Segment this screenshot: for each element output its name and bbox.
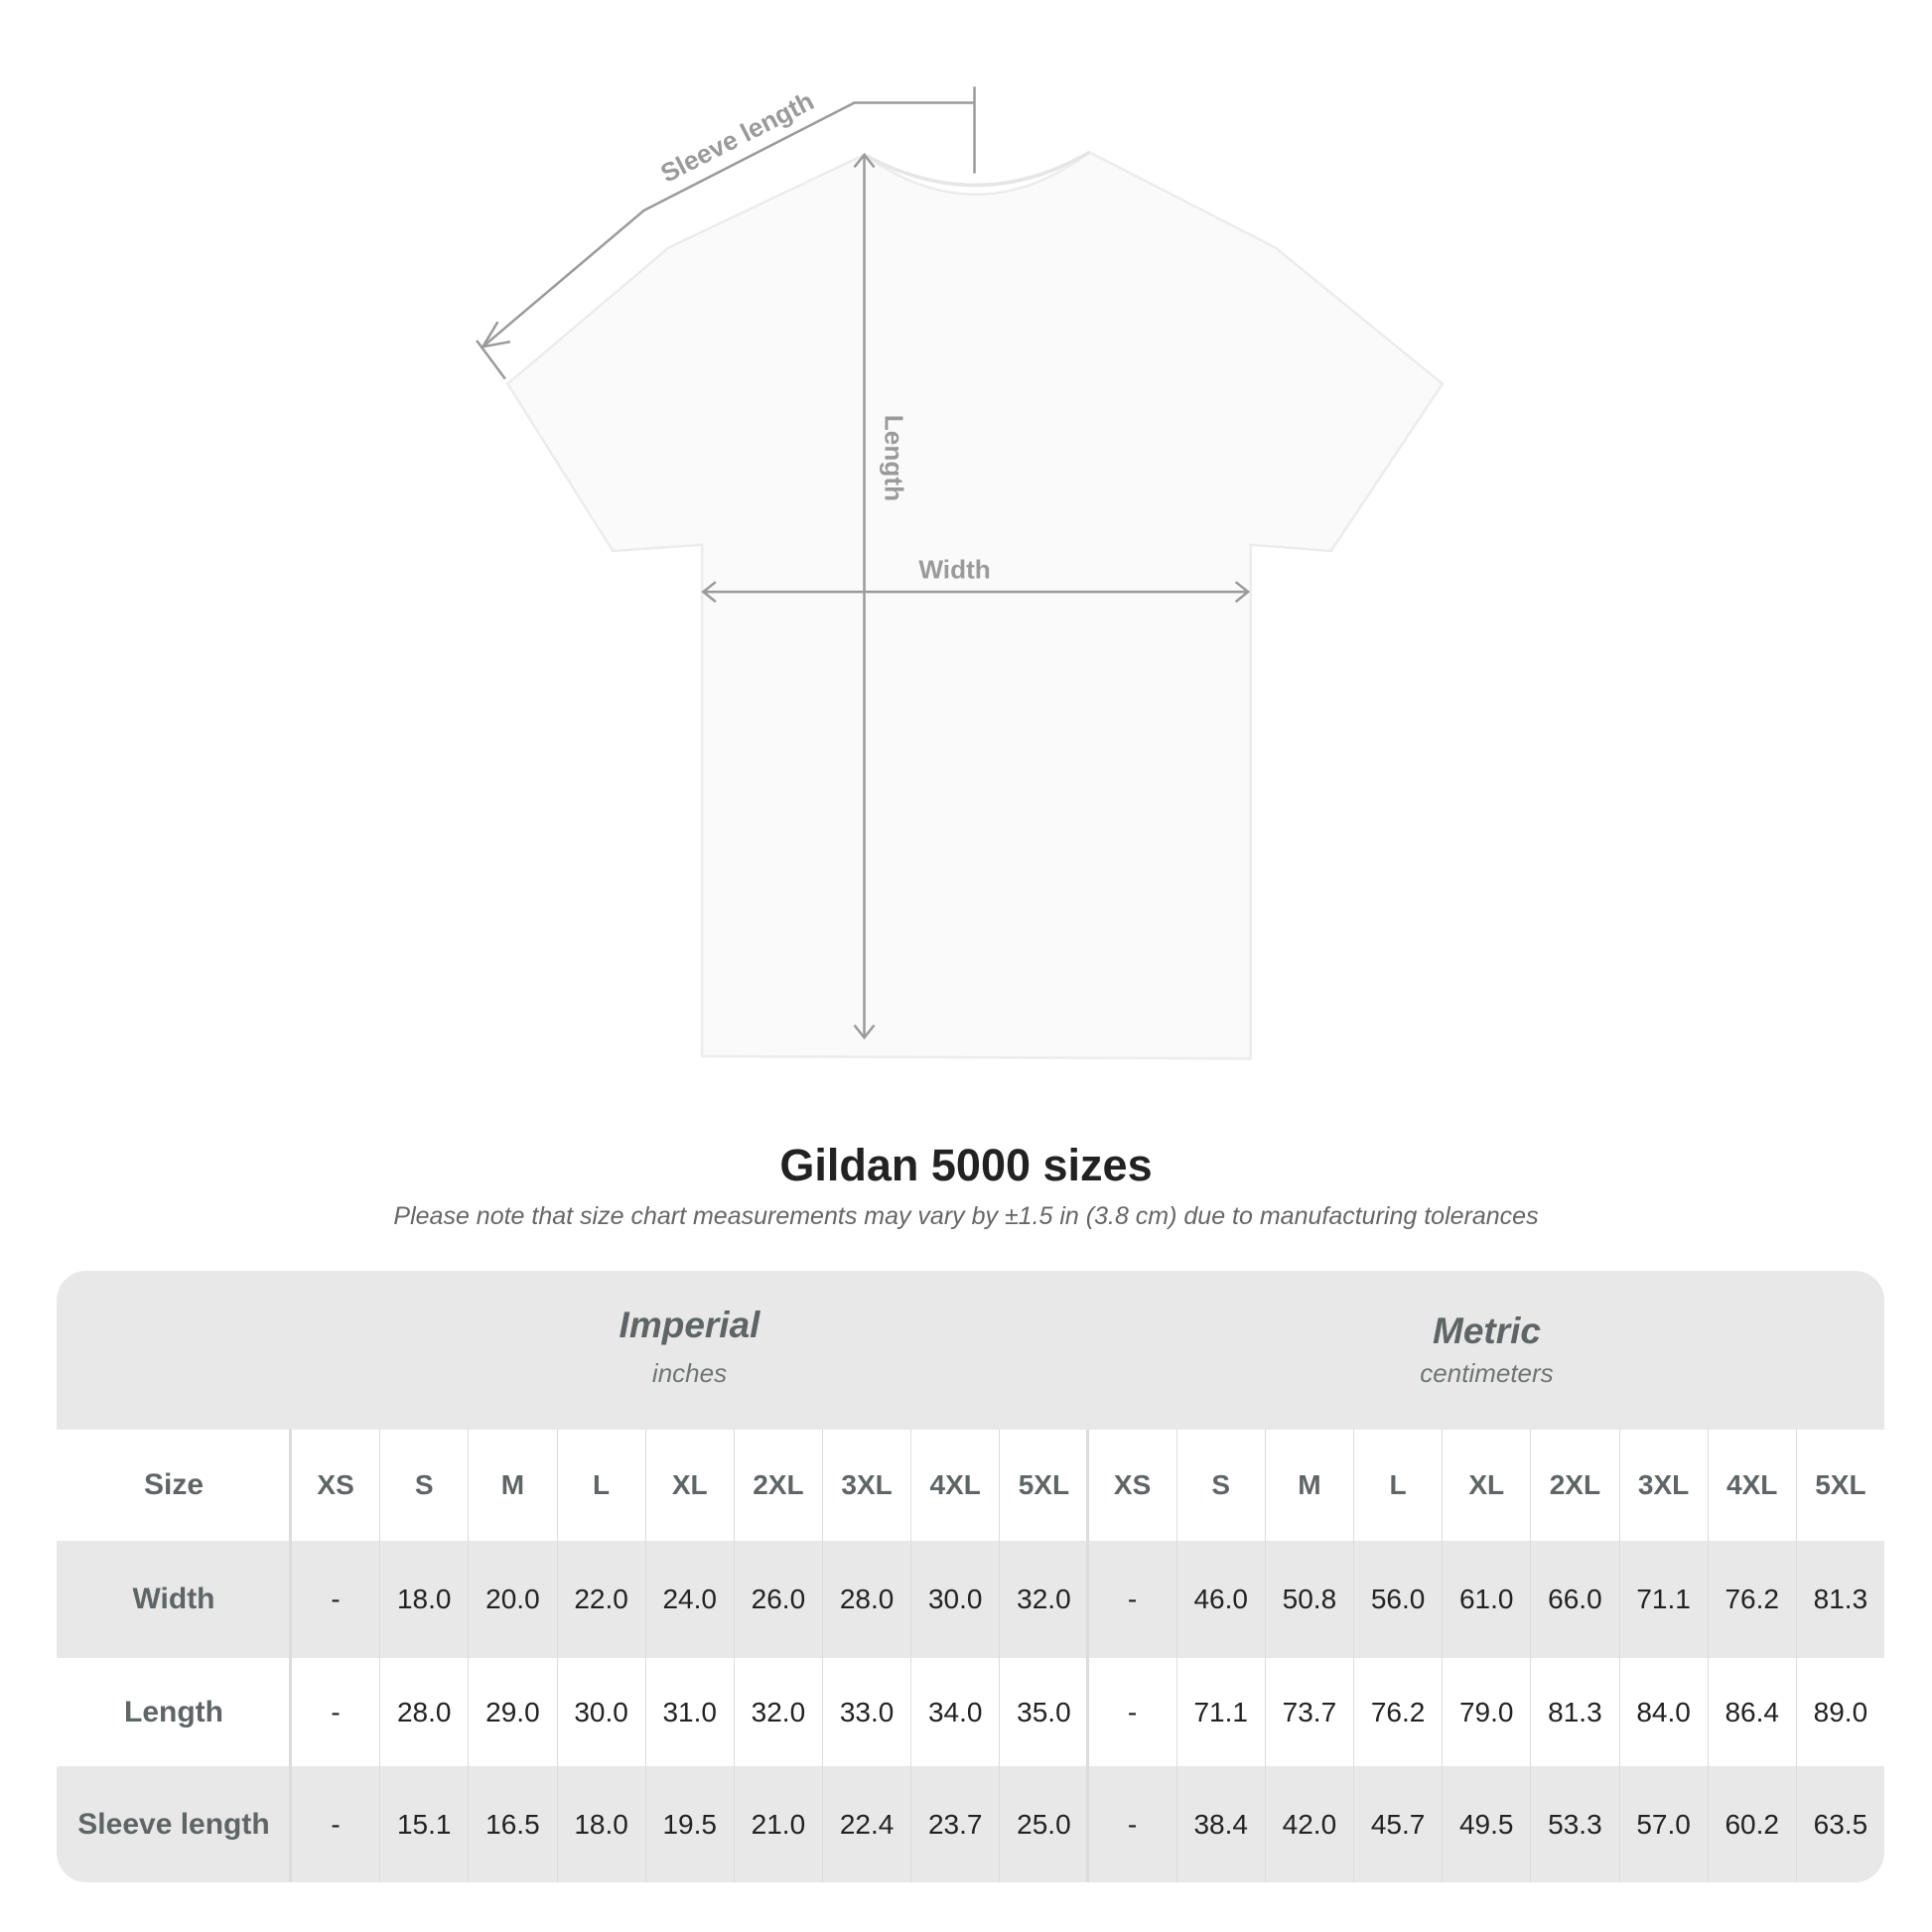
- row-band-width: [57, 1541, 1884, 1658]
- table-cell: 19.5: [644, 1766, 734, 1882]
- table-cell: 32.0: [733, 1658, 822, 1766]
- table-cell: 30.0: [556, 1658, 645, 1766]
- table-cell: 35.0: [999, 1658, 1087, 1766]
- header-band: [57, 1271, 1884, 1430]
- size-column-header: L: [1353, 1430, 1442, 1541]
- table-cell: 22.4: [822, 1766, 910, 1882]
- size-column-header: 3XL: [1618, 1430, 1708, 1541]
- size-column-header: S: [1175, 1430, 1265, 1541]
- table-cell: 89.0: [1795, 1658, 1884, 1766]
- table-cell: 24.0: [644, 1541, 734, 1658]
- row-band-sleeve: [57, 1766, 1884, 1882]
- size-column-header: 3XL: [822, 1430, 910, 1541]
- imperial-heading: Imperial inches: [291, 1305, 1088, 1389]
- table-cell: 31.0: [644, 1658, 734, 1766]
- metric-heading: Metric centimeters: [1088, 1311, 1884, 1389]
- table-cell: 63.5: [1795, 1766, 1884, 1882]
- table-cell: 38.4: [1175, 1766, 1265, 1882]
- table-cell: 71.1: [1618, 1541, 1708, 1658]
- size-column-header: M: [1264, 1430, 1353, 1541]
- table-cell: 23.7: [910, 1766, 999, 1882]
- table-cell: 61.0: [1442, 1541, 1530, 1658]
- table-cell: 71.1: [1175, 1658, 1265, 1766]
- size-header: Size: [143, 1468, 205, 1501]
- table-cell: 81.3: [1530, 1658, 1618, 1766]
- table-cell: 22.0: [556, 1541, 645, 1658]
- sleeve-length-label: Sleeve length: [655, 85, 818, 188]
- size-column-header: 4XL: [1707, 1430, 1796, 1541]
- table-cell: 15.1: [379, 1766, 468, 1882]
- size-column-header: 4XL: [910, 1430, 999, 1541]
- table-cell: 20.0: [468, 1541, 556, 1658]
- tolerance-note: Please note that size chart measurements…: [393, 1202, 1539, 1230]
- imperial-unit: inches: [651, 1358, 728, 1388]
- table-cell: 25.0: [999, 1766, 1087, 1882]
- table-cell: -: [1087, 1658, 1176, 1766]
- length-label: Length: [880, 415, 909, 501]
- row-label: Width: [132, 1583, 215, 1615]
- table-cell: 79.0: [1442, 1658, 1530, 1766]
- width-label: Width: [918, 554, 990, 584]
- table-cell: 46.0: [1175, 1541, 1265, 1658]
- table-cell: 28.0: [379, 1658, 468, 1766]
- table-cell: -: [291, 1658, 379, 1766]
- tshirt-shape: [505, 150, 1445, 1060]
- page-title: Gildan 5000 sizes: [779, 1140, 1153, 1190]
- table-cell: 42.0: [1264, 1766, 1353, 1882]
- size-column-header: 5XL: [1795, 1430, 1884, 1541]
- metric-unit: centimeters: [1420, 1358, 1554, 1388]
- size-column-header: S: [379, 1430, 468, 1541]
- table-cell: 30.0: [910, 1541, 999, 1658]
- table-cell: 45.7: [1353, 1766, 1442, 1882]
- size-column-header: 5XL: [999, 1430, 1087, 1541]
- table-cell: 50.8: [1264, 1541, 1353, 1658]
- sleeve-measure-line: [482, 101, 975, 348]
- table-cell: 49.5: [1442, 1766, 1530, 1882]
- metric-title: Metric: [1433, 1311, 1541, 1351]
- table-cell: 81.3: [1795, 1541, 1884, 1658]
- table-cell: 53.3: [1530, 1766, 1618, 1882]
- table-cell: 29.0: [468, 1658, 556, 1766]
- table-cell: 57.0: [1618, 1766, 1708, 1882]
- row-label: Length: [124, 1695, 223, 1728]
- size-column-header: L: [556, 1430, 645, 1541]
- size-column-header: XS: [1087, 1430, 1176, 1541]
- table-cell: 56.0: [1353, 1541, 1442, 1658]
- table-cell: 84.0: [1618, 1658, 1708, 1766]
- size-table: Imperial inches Metric centimeters Size X…: [57, 1271, 1884, 1882]
- table-cell: 86.4: [1707, 1658, 1796, 1766]
- table-cell: 26.0: [733, 1541, 822, 1658]
- table-cell: -: [1087, 1541, 1176, 1658]
- size-column-header: 2XL: [1530, 1430, 1618, 1541]
- label-column-divider: [289, 1430, 292, 1882]
- table-cell: 18.0: [379, 1541, 468, 1658]
- tshirt-diagram: Sleeve length Length Width: [476, 85, 1445, 1060]
- table-cell: 16.5: [468, 1766, 556, 1882]
- table-cell: 73.7: [1264, 1658, 1353, 1766]
- table-cell: -: [291, 1766, 379, 1882]
- table-cell: 66.0: [1530, 1541, 1618, 1658]
- table-cell: 76.2: [1353, 1658, 1442, 1766]
- table-cell: -: [1087, 1766, 1176, 1882]
- system-divider: [1086, 1430, 1089, 1882]
- table-cell: 18.0: [556, 1766, 645, 1882]
- table-cell: 28.0: [822, 1541, 910, 1658]
- table-cell: 33.0: [822, 1658, 910, 1766]
- table-cell: 76.2: [1707, 1541, 1796, 1658]
- size-column-header: XL: [644, 1430, 734, 1541]
- table-cell: -: [291, 1541, 379, 1658]
- imperial-title: Imperial: [619, 1305, 760, 1345]
- size-column-header: XL: [1442, 1430, 1530, 1541]
- table-cell: 21.0: [733, 1766, 822, 1882]
- table-cell: 32.0: [999, 1541, 1087, 1658]
- table-cell: 34.0: [910, 1658, 999, 1766]
- size-column-header: XS: [291, 1430, 379, 1541]
- table-cell: 60.2: [1707, 1766, 1796, 1882]
- row-label: Sleeve length: [77, 1807, 270, 1841]
- size-column-header: 2XL: [733, 1430, 822, 1541]
- size-column-header: M: [468, 1430, 556, 1541]
